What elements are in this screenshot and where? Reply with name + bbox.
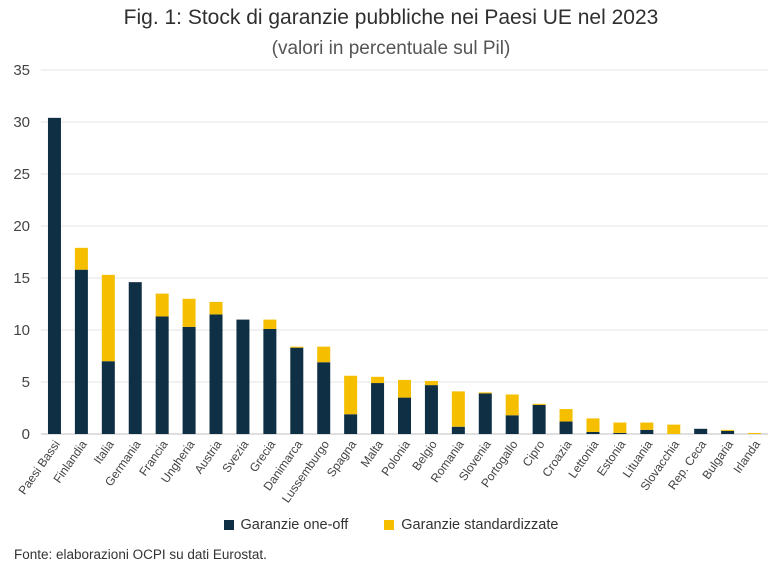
bar-one-off — [74, 269, 88, 434]
bar-standard — [748, 432, 762, 434]
y-tick-label: 25 — [13, 166, 30, 183]
bar-one-off — [263, 328, 277, 434]
bar-standard — [640, 422, 654, 430]
x-tick-label: Polonia — [379, 437, 414, 478]
bar-standard — [478, 392, 492, 394]
y-tick-label: 0 — [22, 426, 30, 443]
legend-label-one-off: Garanzie one-off — [240, 517, 349, 533]
bar-one-off — [586, 431, 600, 434]
bar-one-off — [398, 397, 411, 434]
source-note: Fonte: elaborazioni OCPI su dati Eurosta… — [14, 547, 267, 562]
y-tick-label: 10 — [13, 322, 30, 339]
bar-one-off — [101, 361, 115, 434]
x-tick-label: Paesi Bassi — [15, 438, 62, 497]
bar-standard — [263, 319, 277, 329]
bar-one-off — [478, 393, 492, 434]
bar-standard — [613, 422, 627, 433]
bar-standard — [101, 274, 115, 362]
bar-one-off — [694, 428, 708, 434]
bar-one-off — [209, 314, 223, 434]
bar-standard — [667, 424, 681, 434]
bar-one-off — [424, 385, 438, 434]
bar-standard — [451, 391, 465, 427]
y-tick-label: 15 — [13, 270, 30, 287]
bar-standard — [398, 379, 411, 398]
bar-standard — [532, 403, 546, 405]
bar-one-off — [505, 415, 519, 434]
bar-standard — [344, 375, 358, 415]
legend-item-one-off: Garanzie one-off — [223, 517, 349, 533]
y-tick-label: 20 — [13, 218, 30, 235]
bar-one-off — [532, 404, 546, 434]
y-tick-label: 35 — [13, 62, 30, 79]
legend-swatch-standard — [384, 520, 395, 530]
bar-one-off — [236, 319, 250, 434]
bar-one-off — [559, 421, 573, 434]
y-tick-label: 30 — [13, 114, 30, 131]
legend-swatch-one-off — [223, 520, 234, 530]
bar-one-off — [128, 282, 142, 434]
bar-standard — [290, 346, 304, 348]
x-tick-label: Austria — [192, 437, 225, 476]
bar-one-off — [451, 426, 465, 434]
bar-one-off — [640, 429, 654, 434]
bar-one-off — [290, 347, 304, 434]
bar-standard — [371, 376, 385, 384]
bar-standard — [209, 301, 223, 315]
legend-item-standard: Garanzie standardizzate — [384, 517, 558, 533]
y-tick-label: 5 — [22, 374, 30, 391]
bar-standard — [586, 418, 600, 432]
chart-title: Fig. 1: Stock di garanzie pubbliche nei … — [123, 6, 659, 29]
x-tick-label: Svezia — [219, 437, 251, 475]
chart-subtitle: (valori in percentuale sul Pil) — [271, 38, 511, 59]
bar-standard — [424, 380, 438, 386]
bar-one-off — [155, 316, 169, 434]
bar-standard — [74, 247, 88, 270]
bar-one-off — [721, 430, 735, 434]
bar-one-off — [182, 326, 196, 434]
bar-one-off — [47, 117, 61, 434]
bar-standard — [505, 394, 519, 416]
bar-standard — [155, 293, 169, 317]
x-tick-label: Irlanda — [730, 437, 763, 475]
bar-one-off — [371, 383, 385, 434]
bar-one-off — [344, 414, 358, 434]
x-tick-label: Italia — [91, 437, 117, 466]
bar-standard — [559, 409, 573, 422]
bar-standard — [721, 429, 735, 431]
legend: Garanzie one-off Garanzie standardizzate — [0, 517, 782, 533]
legend-label-standard: Garanzie standardizzate — [401, 517, 559, 533]
bar-one-off — [613, 432, 627, 434]
bar-one-off — [317, 362, 331, 434]
bar-standard — [317, 346, 331, 363]
bar-standard — [182, 298, 196, 327]
